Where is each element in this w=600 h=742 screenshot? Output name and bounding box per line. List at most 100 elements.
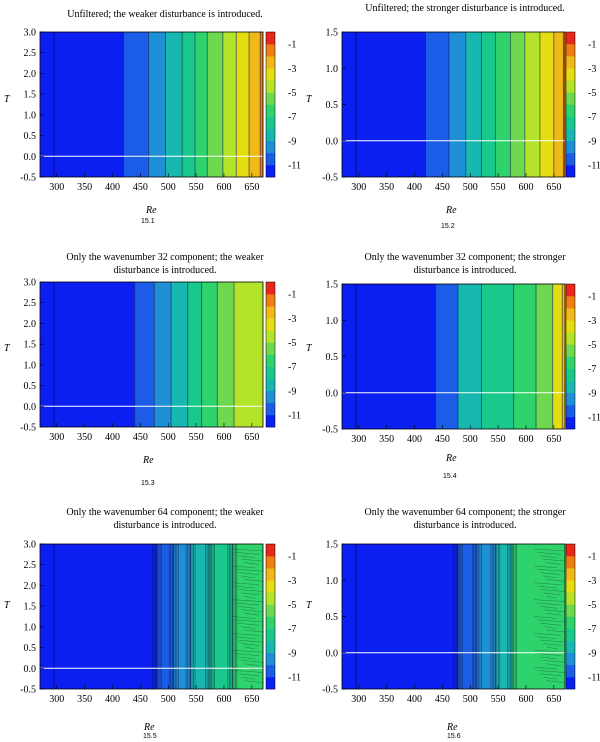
contour-band <box>481 32 496 177</box>
x-tick-label: 350 <box>77 182 92 193</box>
y-tick-label: -0.5 <box>322 425 338 436</box>
contour-band <box>173 544 191 689</box>
colorbar-swatch <box>566 368 575 381</box>
x-axis-label: Re <box>446 453 457 464</box>
colorbar-swatch <box>266 664 275 678</box>
chart-title: Only the wavenumber 64 component; the st… <box>364 507 566 531</box>
colorbar-tick-label: -7 <box>588 624 596 635</box>
y-axis-label: T <box>4 600 10 611</box>
contour-band <box>513 284 537 429</box>
colorbar-swatch <box>266 676 275 690</box>
x-axis-label: Re <box>144 722 155 733</box>
y-tick-label: 1.0 <box>326 316 339 327</box>
y-tick-label: 1.5 <box>326 28 339 39</box>
colorbar-tick-label: -7 <box>588 112 596 123</box>
contour-line <box>232 633 260 636</box>
contour-line <box>235 602 260 606</box>
colorbar-swatch <box>266 616 275 629</box>
x-tick-label: 300 <box>49 432 64 443</box>
x-tick-label: 650 <box>546 434 561 445</box>
colorbar-swatch <box>266 44 275 57</box>
colorbar-swatch <box>266 152 275 166</box>
x-tick-label: 450 <box>133 694 148 705</box>
colorbar-tick-label: -1 <box>288 552 296 563</box>
x-tick-label: 550 <box>189 694 204 705</box>
contour-line <box>235 653 260 656</box>
colorbar-tick-label: -7 <box>588 364 596 375</box>
contour-line <box>244 646 256 650</box>
y-tick-label: 0.0 <box>326 136 339 147</box>
y-tick-label: 1.0 <box>24 622 37 633</box>
contour-band <box>222 32 237 177</box>
colorbar-frame <box>265 281 276 428</box>
y-tick-label: 0.5 <box>326 352 339 363</box>
contour-band <box>435 284 458 429</box>
x-tick-label: 500 <box>161 432 176 443</box>
contour-line <box>543 592 562 596</box>
y-axis-label: T <box>306 343 312 354</box>
contour-line <box>244 663 260 666</box>
contour-band <box>157 544 174 689</box>
colorbar-swatch <box>266 80 275 93</box>
chart-title: Only the wavenumber 64 component; the we… <box>66 507 264 531</box>
contour-band <box>512 544 565 689</box>
chart-title: Unfiltered; the weaker disturbance is in… <box>67 9 263 20</box>
colorbar-tick-label: -3 <box>588 316 596 327</box>
contour-line <box>235 636 256 639</box>
x-tick-label: 600 <box>518 694 533 705</box>
colorbar-swatch <box>566 140 575 154</box>
colorbar-tick-label: -3 <box>288 64 296 75</box>
contour-line <box>540 639 566 643</box>
chart-panel-15-2: Unfiltered; the stronger disturbance is … <box>300 0 600 247</box>
y-tick-label: 1.0 <box>24 110 37 121</box>
contour-line <box>543 677 558 680</box>
colorbar-tick-label: -9 <box>588 388 596 399</box>
colorbar-swatch <box>266 366 275 379</box>
x-tick-label: 650 <box>546 694 561 705</box>
contour-line <box>537 585 558 589</box>
contour-line <box>546 562 562 565</box>
colorbar-tick-label: -9 <box>288 136 296 147</box>
contour-line <box>534 582 562 585</box>
x-tick-label: 600 <box>216 182 231 193</box>
y-axis-label: T <box>306 94 312 105</box>
x-tick-label: 350 <box>379 434 394 445</box>
contour-band <box>232 544 263 689</box>
x-tick-label: 650 <box>244 694 259 705</box>
contour-line <box>537 569 566 572</box>
contour-band <box>154 282 172 427</box>
contour-line <box>241 626 256 629</box>
colorbar-swatch <box>266 92 275 105</box>
contour-line <box>244 629 264 633</box>
contour-line <box>232 565 256 569</box>
contour-line <box>540 623 562 626</box>
chart-title: Unfiltered; the stronger disturbance is … <box>365 3 565 14</box>
colorbar-swatch <box>266 568 275 581</box>
contour-line <box>235 619 264 623</box>
colorbar-swatch <box>566 128 575 142</box>
contour-line <box>540 589 566 592</box>
contour-line <box>534 548 566 552</box>
colorbar-swatch <box>566 152 575 166</box>
contour-line <box>537 670 566 673</box>
contour-band <box>134 282 155 427</box>
colorbar-swatch <box>266 56 275 69</box>
colorbar-tick-label: -7 <box>288 624 296 635</box>
contour-line <box>546 663 562 666</box>
contour-line <box>546 680 566 683</box>
chart-title: Only the wavenumber 32 component; the st… <box>364 252 566 276</box>
colorbar-swatch <box>566 284 575 297</box>
colorbar-tick-label: -11 <box>588 672 600 683</box>
contour-line <box>546 579 566 582</box>
x-tick-label: 300 <box>49 694 64 705</box>
colorbar-tick-label: -5 <box>288 338 296 349</box>
contour-line <box>241 643 260 646</box>
colorbar-swatch <box>266 640 275 654</box>
contour-line <box>238 623 260 626</box>
contour-line <box>543 609 566 612</box>
x-axis-label: Re <box>447 722 458 733</box>
y-tick-label: 3.0 <box>24 28 37 39</box>
colorbar-swatch <box>566 44 575 57</box>
contour-line <box>241 558 264 562</box>
x-tick-label: 600 <box>518 434 533 445</box>
